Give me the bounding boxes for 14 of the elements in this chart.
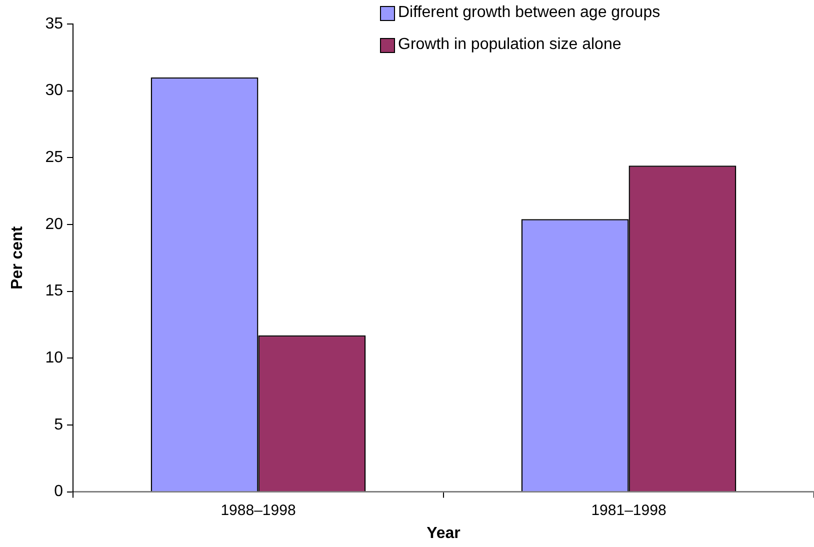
y-tick-label: 5: [54, 416, 64, 434]
y-tick-label: 25: [45, 149, 64, 166]
y-tick-label: 15: [45, 282, 64, 300]
y-tick-label: 0: [54, 483, 64, 500]
x-tick-label: 1988–1998: [220, 502, 296, 519]
y-axis-title: Per cent: [9, 226, 26, 290]
y-tick-label: 20: [45, 216, 64, 233]
legend-label: Growth in population size alone: [398, 36, 622, 54]
legend-label: Different growth between age groups: [398, 4, 660, 22]
y-tick-label: 10: [45, 350, 64, 367]
x-axis-title: Year: [426, 524, 460, 542]
x-tick-label: 1981–1998: [591, 502, 666, 519]
y-tick-label: 35: [45, 15, 64, 32]
y-tick-label: 30: [45, 82, 64, 100]
